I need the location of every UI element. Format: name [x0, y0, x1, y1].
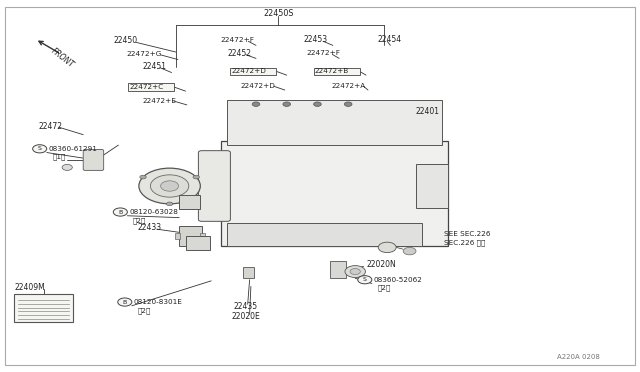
Text: 22450S: 22450S: [263, 9, 294, 17]
Text: 22472+A: 22472+A: [332, 83, 366, 89]
Text: B: B: [123, 299, 127, 305]
FancyBboxPatch shape: [330, 261, 346, 278]
Bar: [14, 294, 73, 322]
Text: 08120-8301E: 08120-8301E: [134, 299, 182, 305]
Circle shape: [150, 175, 189, 197]
FancyBboxPatch shape: [227, 223, 422, 246]
Text: 22409M: 22409M: [14, 283, 45, 292]
Circle shape: [118, 298, 132, 306]
Circle shape: [283, 102, 291, 106]
Text: 22472+F: 22472+F: [221, 37, 255, 43]
FancyBboxPatch shape: [186, 236, 210, 250]
FancyBboxPatch shape: [243, 267, 254, 278]
FancyBboxPatch shape: [198, 151, 230, 221]
Circle shape: [62, 164, 72, 170]
Text: A220A 0208: A220A 0208: [557, 354, 600, 360]
FancyBboxPatch shape: [83, 150, 104, 170]
Text: FRONT: FRONT: [50, 47, 76, 70]
Circle shape: [166, 202, 173, 206]
Circle shape: [403, 247, 416, 255]
Circle shape: [113, 208, 127, 216]
Circle shape: [345, 266, 365, 278]
FancyBboxPatch shape: [200, 232, 205, 239]
Text: 22472+F: 22472+F: [306, 50, 340, 56]
FancyBboxPatch shape: [416, 164, 448, 208]
Text: 08120-63028: 08120-63028: [129, 209, 178, 215]
Text: 22472: 22472: [38, 122, 63, 131]
Text: B: B: [118, 209, 122, 215]
Text: SEE SEC.226: SEE SEC.226: [444, 231, 490, 237]
Text: S: S: [38, 146, 42, 151]
Text: 22450: 22450: [114, 36, 138, 45]
Circle shape: [252, 102, 260, 106]
Text: 22454: 22454: [378, 35, 402, 44]
Text: （1）: （1）: [52, 154, 66, 160]
Circle shape: [33, 145, 47, 153]
FancyBboxPatch shape: [227, 100, 442, 145]
Circle shape: [140, 175, 146, 179]
Text: 22472+B: 22472+B: [315, 68, 349, 74]
Text: 08360-52062: 08360-52062: [374, 277, 422, 283]
Text: S: S: [363, 277, 367, 282]
Text: （2）: （2）: [133, 217, 147, 224]
Text: （2）: （2）: [138, 307, 151, 314]
FancyBboxPatch shape: [179, 195, 200, 209]
Text: 22453: 22453: [304, 35, 328, 44]
Text: 22435: 22435: [234, 302, 258, 311]
Text: 22433: 22433: [138, 223, 162, 232]
Circle shape: [358, 276, 372, 284]
Text: 22472+E: 22472+E: [143, 98, 177, 104]
Text: 22451: 22451: [142, 62, 166, 71]
Circle shape: [314, 102, 321, 106]
FancyBboxPatch shape: [179, 226, 202, 246]
Bar: [230, 68, 276, 75]
Circle shape: [193, 175, 200, 179]
FancyBboxPatch shape: [221, 141, 448, 246]
Circle shape: [350, 269, 360, 275]
Circle shape: [344, 102, 352, 106]
Bar: [314, 68, 360, 75]
Text: 22472+D: 22472+D: [240, 83, 275, 89]
Circle shape: [161, 181, 179, 191]
Text: 22472+G: 22472+G: [126, 51, 161, 57]
Text: SEC.226 参照: SEC.226 参照: [444, 239, 485, 246]
Text: 22452: 22452: [227, 49, 251, 58]
Text: 22472+D: 22472+D: [232, 68, 266, 74]
Text: 22020N: 22020N: [366, 260, 396, 269]
Text: 08360-61291: 08360-61291: [49, 146, 97, 152]
Text: 22401: 22401: [416, 107, 440, 116]
Circle shape: [378, 242, 396, 253]
Circle shape: [139, 168, 200, 204]
Text: 22472+C: 22472+C: [129, 84, 164, 90]
FancyBboxPatch shape: [175, 232, 180, 239]
Text: 22020E: 22020E: [232, 312, 260, 321]
Text: （2）: （2）: [378, 285, 391, 291]
Bar: [128, 83, 174, 91]
